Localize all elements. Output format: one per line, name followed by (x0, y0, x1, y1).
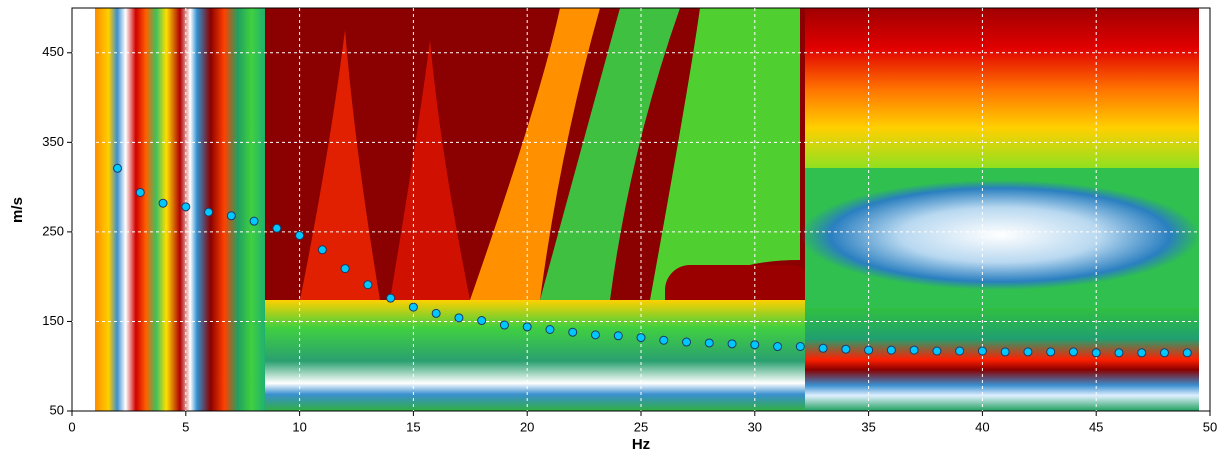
pick-point (727, 339, 737, 349)
pick-point (477, 316, 487, 326)
pick-point (317, 245, 327, 255)
y-tick-label: 50 (50, 402, 64, 417)
x-tick-label: 30 (748, 419, 762, 434)
pick-point (408, 302, 418, 312)
x-tick-label: 50 (1203, 419, 1217, 434)
pick-point (135, 187, 145, 197)
x-tick-label: 0 (68, 419, 75, 434)
pick-point (568, 327, 578, 337)
pick-point (682, 337, 692, 347)
pick-point (158, 198, 168, 208)
pick-point (113, 163, 123, 173)
y-tick-label: 150 (42, 313, 64, 328)
pick-point (226, 211, 236, 221)
y-tick-label: 250 (42, 223, 64, 238)
pick-point (340, 264, 350, 274)
x-tick-label: 40 (975, 419, 989, 434)
pick-point (704, 338, 714, 348)
heatmap (95, 8, 1200, 411)
pick-point (249, 216, 259, 226)
pick-point (613, 331, 623, 341)
pick-point (1182, 348, 1192, 358)
pick-point (431, 308, 441, 318)
y-tick-label: 450 (42, 44, 64, 59)
pick-point (636, 333, 646, 343)
pick-point (932, 346, 942, 356)
x-tick-label: 25 (634, 419, 648, 434)
pick-point (522, 322, 532, 332)
pick-point (841, 344, 851, 354)
pick-point (1114, 348, 1124, 358)
x-tick-label: 10 (292, 419, 306, 434)
y-tick-label: 350 (42, 134, 64, 149)
x-tick-label: 45 (1089, 419, 1103, 434)
y-axis-title: m/s (9, 197, 26, 223)
pick-point (795, 342, 805, 352)
pick-point (181, 202, 191, 212)
pick-point (864, 345, 874, 355)
x-tick-label: 15 (406, 419, 420, 434)
x-tick-label: 20 (520, 419, 534, 434)
pick-point (1159, 348, 1169, 358)
pick-point (590, 330, 600, 340)
pick-point (454, 313, 464, 323)
x-axis-title: Hz (632, 436, 650, 453)
pick-point (1000, 347, 1010, 357)
pick-point (977, 346, 987, 356)
pick-point (363, 280, 373, 290)
pick-point (773, 342, 783, 352)
pick-point (818, 343, 828, 353)
pick-point (1046, 347, 1056, 357)
pick-point (1068, 347, 1078, 357)
x-tick-label: 35 (861, 419, 875, 434)
pick-point (886, 345, 896, 355)
pick-point (499, 320, 509, 330)
pick-point (204, 207, 214, 217)
pick-point (659, 335, 669, 345)
pick-point (750, 340, 760, 350)
pick-point (386, 293, 396, 303)
pick-point (545, 325, 555, 335)
pick-point (1023, 347, 1033, 357)
pick-point (909, 345, 919, 355)
pick-point (272, 223, 282, 233)
pick-point (1091, 348, 1101, 358)
pick-point (1137, 348, 1147, 358)
x-tick-label: 5 (182, 419, 189, 434)
pick-point (955, 346, 965, 356)
pick-point (295, 230, 305, 240)
